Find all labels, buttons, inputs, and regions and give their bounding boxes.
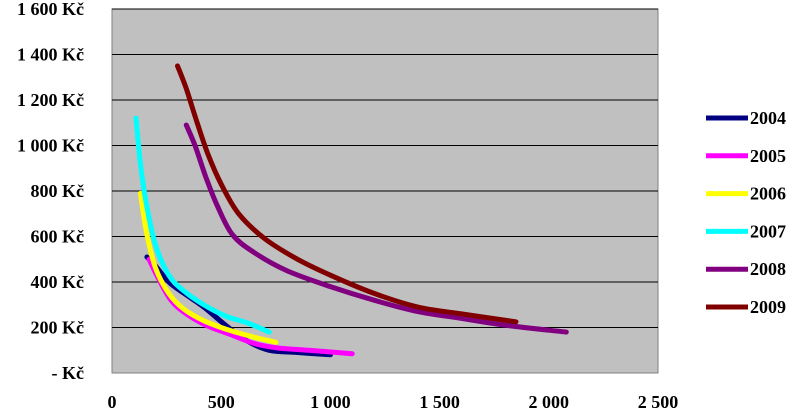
y-tick-label: 200 Kč (31, 318, 85, 338)
x-tick-label: 2 000 (529, 392, 570, 412)
legend-label-2008: 2008 (750, 259, 786, 279)
y-tick-label: 400 Kč (31, 272, 85, 292)
series-line-2006 (137, 190, 279, 345)
legend-label-2005: 2005 (750, 146, 786, 166)
y-tick-label: 800 Kč (31, 181, 85, 201)
legend-label-2007: 2007 (750, 221, 786, 241)
legend: 2004 2005 2006 2007 2008 2009 (706, 108, 786, 317)
x-tick-label: 1 500 (419, 392, 460, 412)
series-line-2008 (183, 122, 569, 335)
legend-label-2006: 2006 (750, 184, 786, 204)
y-tick-label: 600 Kč (31, 227, 85, 247)
series-line-2007 (133, 115, 272, 335)
y-tick-label: 1 400 Kč (17, 45, 84, 65)
x-tick-label: 1 000 (310, 392, 351, 412)
x-tick-label: 0 (108, 392, 117, 412)
y-tick-label: 1 200 Kč (17, 90, 84, 110)
y-axis-tick-labels: - Kč 200 Kč 400 Kč 600 Kč 800 Kč 1 000 Kč 1 20… (17, 0, 84, 383)
x-axis-tick-labels: 0 500 1 000 1 500 2 000 2 500 (108, 392, 679, 412)
legend-label-2009: 2009 (750, 297, 786, 317)
series-lines (133, 63, 569, 358)
y-tick-label: 1 000 Kč (17, 136, 84, 156)
legend-label-2004: 2004 (750, 108, 786, 128)
x-tick-label: 500 (208, 392, 235, 412)
y-tick-label: - Kč (52, 363, 84, 383)
series-line-2004 (144, 254, 333, 358)
x-tick-label: 2 500 (638, 392, 679, 412)
series-line-2009 (175, 63, 519, 325)
y-tick-label: 1 600 Kč (17, 0, 84, 19)
